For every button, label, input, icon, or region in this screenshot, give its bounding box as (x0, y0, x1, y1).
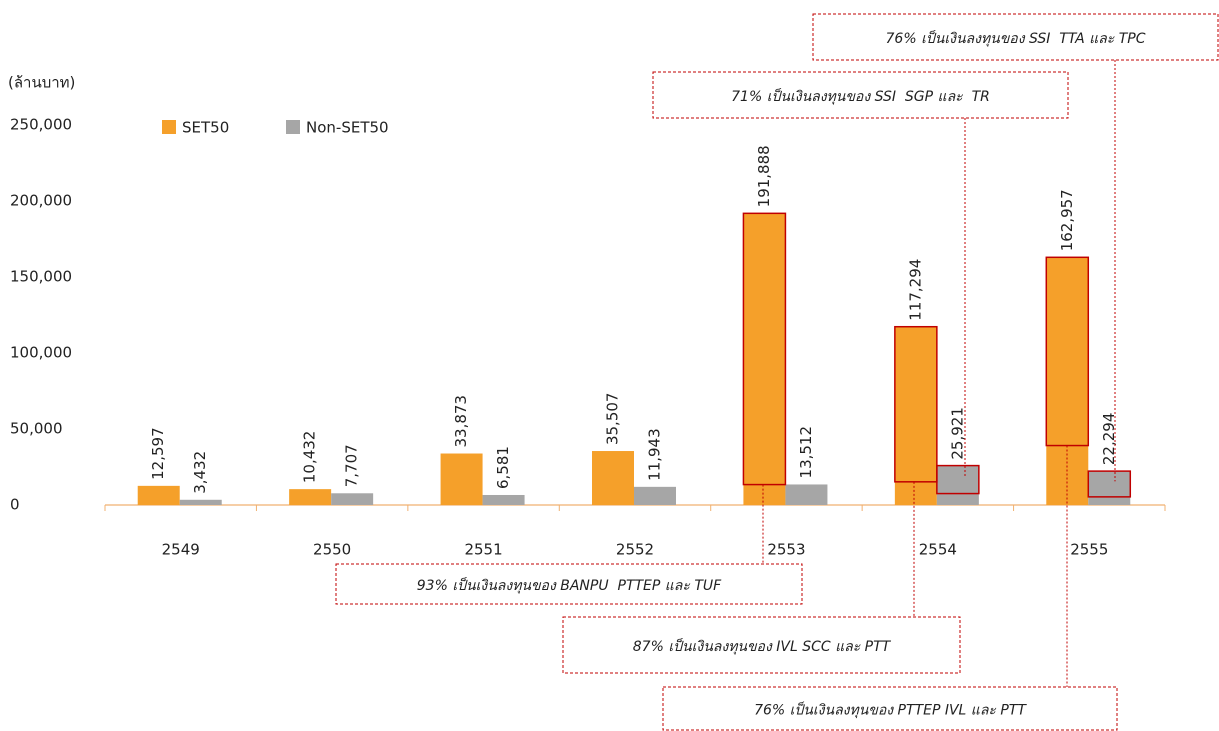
annotation-body: เป็นเงินลงทุนของ BANPU PTTEP และ TUF (448, 577, 722, 594)
annotation-box (652, 71, 1069, 119)
value-label: 117,294 (906, 259, 924, 321)
y-axis-label: (ล้านบาท) (8, 74, 75, 92)
legend-swatch (162, 120, 176, 134)
annotation-text: 93% เป็นเงินลงทุนของ BANPU PTTEP และ TUF (417, 577, 722, 594)
bar (894, 326, 937, 505)
x-tick-label: 2553 (767, 541, 805, 559)
x-tick-label: 2552 (616, 541, 654, 559)
annotation-share: 71% (731, 89, 762, 105)
value-label: 162,957 (1058, 189, 1076, 251)
bar (592, 451, 634, 505)
bar (785, 484, 828, 505)
bar (743, 213, 786, 505)
annotation-share: 87% (633, 639, 664, 655)
value-label: 3,432 (191, 451, 209, 494)
value-label: 33,873 (452, 395, 470, 447)
legend-label: SET50 (182, 119, 229, 137)
annotation-text: 76% เป็นเงินลงทุนของ SSI TTA และ TPC (886, 30, 1146, 47)
annotation-text: 87% เป็นเงินลงทุนของ IVL SCC และ PTT (633, 638, 892, 655)
annotation-box (562, 616, 961, 674)
bar (936, 465, 979, 505)
bar (1088, 471, 1131, 505)
highlight-box (1087, 470, 1132, 498)
x-tick-label: 2550 (313, 541, 351, 559)
highlight-box (894, 325, 938, 483)
value-label: 22,294 (1100, 413, 1118, 466)
y-tick-label: 0 (10, 496, 20, 514)
bar (1046, 257, 1089, 505)
legend-swatch (286, 120, 300, 134)
annotation-body: เป็นเงินลงทุนของ PTTEP IVL และ PTT (785, 702, 1027, 719)
annotation-body: เป็นเงินลงทุนของ SSI SGP และ TR (762, 88, 990, 105)
value-label: 10,432 (301, 431, 319, 484)
annotation-text: 71% เป็นเงินลงทุนของ SSI SGP และ TR (731, 88, 990, 105)
value-label: 6,581 (494, 446, 512, 489)
legend-label: Non-SET50 (306, 119, 389, 137)
y-tick-label: 100,000 (10, 344, 72, 362)
value-label: 25,921 (948, 407, 966, 460)
bar (179, 499, 222, 505)
bar (137, 485, 180, 505)
value-label: 191,888 (755, 145, 773, 207)
y-tick-label: 200,000 (10, 192, 72, 210)
value-label: 12,597 (149, 427, 167, 480)
x-tick-label: 2551 (464, 541, 502, 559)
bar (331, 493, 374, 505)
x-tick-label: 2554 (919, 541, 957, 559)
y-tick-label: 250,000 (10, 116, 72, 134)
bar (440, 453, 483, 505)
y-tick-label: 150,000 (10, 268, 72, 286)
value-label: 35,507 (604, 393, 622, 446)
annotation-text: 76% เป็นเงินลงทุนของ PTTEP IVL และ PTT (754, 702, 1027, 719)
annotation-box (812, 13, 1219, 61)
value-label: 7,707 (343, 444, 361, 487)
x-tick-label: 2549 (162, 541, 200, 559)
bar (289, 489, 332, 505)
annotation-box (335, 563, 803, 605)
value-label: 13,512 (797, 426, 815, 479)
annotation-box (662, 686, 1118, 731)
bar (634, 486, 676, 505)
annotation-share: 76% (754, 703, 785, 719)
annotation-body: เป็นเงินลงทุนของ IVL SCC และ PTT (664, 638, 892, 655)
annotation-share: 76% (886, 31, 917, 47)
annotation-share: 93% (417, 578, 448, 594)
bar (482, 494, 525, 505)
highlight-box (742, 212, 787, 486)
x-tick-label: 2555 (1070, 541, 1108, 559)
highlight-box (936, 464, 980, 495)
y-tick-label: 50,000 (10, 420, 63, 438)
annotation-body: เป็นเงินลงทุนของ SSI TTA และ TPC (917, 30, 1146, 47)
value-label: 11,943 (646, 428, 664, 481)
